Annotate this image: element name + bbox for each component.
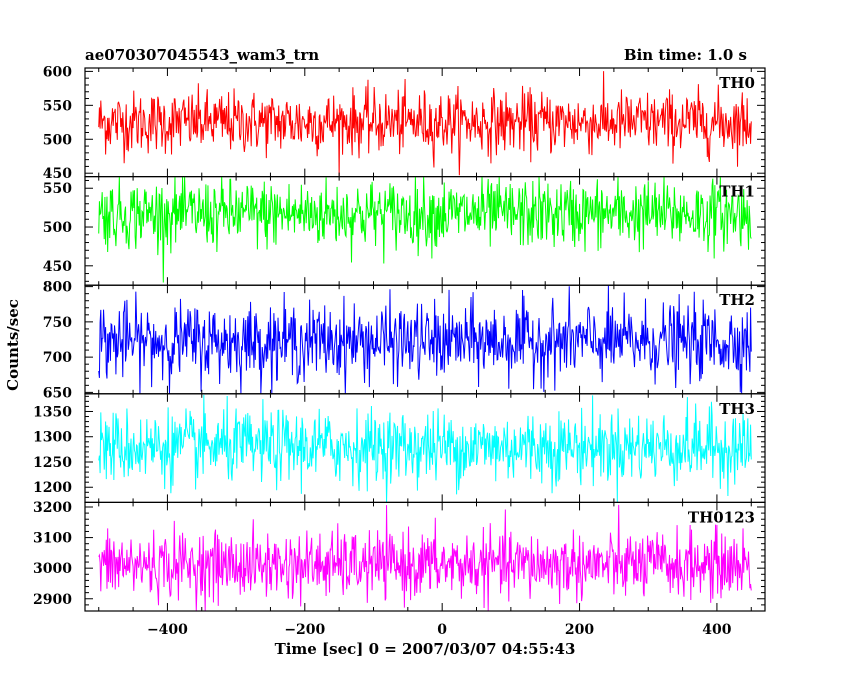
x-tick-label: 0 xyxy=(437,622,447,638)
y-tick-label: 1300 xyxy=(33,430,72,446)
y-tick-label: 600 xyxy=(43,64,72,80)
panel-frame-th1 xyxy=(84,176,766,286)
y-tick-label: 1350 xyxy=(33,404,72,420)
series-line-th3 xyxy=(98,394,752,503)
y-tick-label: 2900 xyxy=(33,592,72,608)
y-tick-label: 800 xyxy=(43,280,72,296)
y-tick-label: 750 xyxy=(43,315,72,331)
series-line-th1 xyxy=(98,176,752,283)
x-tick-label: −400 xyxy=(147,622,188,638)
y-tick-label: 3200 xyxy=(33,500,72,516)
y-tick-label: 450 xyxy=(43,259,72,275)
y-tick-label: 500 xyxy=(43,220,72,236)
x-tick-label: −200 xyxy=(284,622,325,638)
panel-label-th3: TH3 xyxy=(719,400,755,418)
y-tick-label: 700 xyxy=(43,350,72,366)
panel-th3: 1200 1250 1300 1350 TH3 xyxy=(33,393,766,503)
series-line-th2 xyxy=(98,285,752,394)
panel-label-th0: TH0 xyxy=(719,74,755,92)
chart-title: ae070307045543_wam3_trn xyxy=(85,46,319,64)
series-line-th0 xyxy=(98,71,752,177)
y-tick-label: 550 xyxy=(43,98,72,114)
y-axis-label: Counts/sec xyxy=(4,299,22,391)
panel-frame-th0123 xyxy=(84,501,766,612)
panel-th1: 450 500 550 TH1 xyxy=(43,176,766,286)
x-tick-label: 200 xyxy=(565,622,594,638)
panel-label-th2: TH2 xyxy=(719,291,755,309)
panel-th2: 650 700 750 800 TH2 xyxy=(43,280,766,401)
y-tick-label: 3100 xyxy=(33,531,72,547)
x-axis-label: Time [sec] 0 = 2007/03/07 04:55:43 xyxy=(275,640,576,658)
panel-th0123: 2900 3000 3100 3200 TH0123 xyxy=(33,500,766,612)
y-tick-label: 3000 xyxy=(33,561,72,577)
y-tick-label: 1250 xyxy=(33,455,72,471)
panel-label-th1: TH1 xyxy=(719,183,755,201)
y-tick-label: 1200 xyxy=(33,480,72,496)
panel-label-th0123: TH0123 xyxy=(688,508,755,526)
series-line-th0123 xyxy=(98,504,752,611)
y-tick-label: 650 xyxy=(43,385,72,401)
panels-group: 450 500 550 600 TH0 450 500 550 TH1 650 700 750 800 T… xyxy=(33,64,766,638)
y-tick-label: 450 xyxy=(43,166,72,182)
y-tick-label: 550 xyxy=(43,181,72,197)
panel-th0: 450 500 550 600 TH0 xyxy=(43,64,766,182)
x-tick-label: 400 xyxy=(702,622,731,638)
bin-time-label: Bin time: 1.0 s xyxy=(624,46,747,64)
y-tick-label: 500 xyxy=(43,132,72,148)
